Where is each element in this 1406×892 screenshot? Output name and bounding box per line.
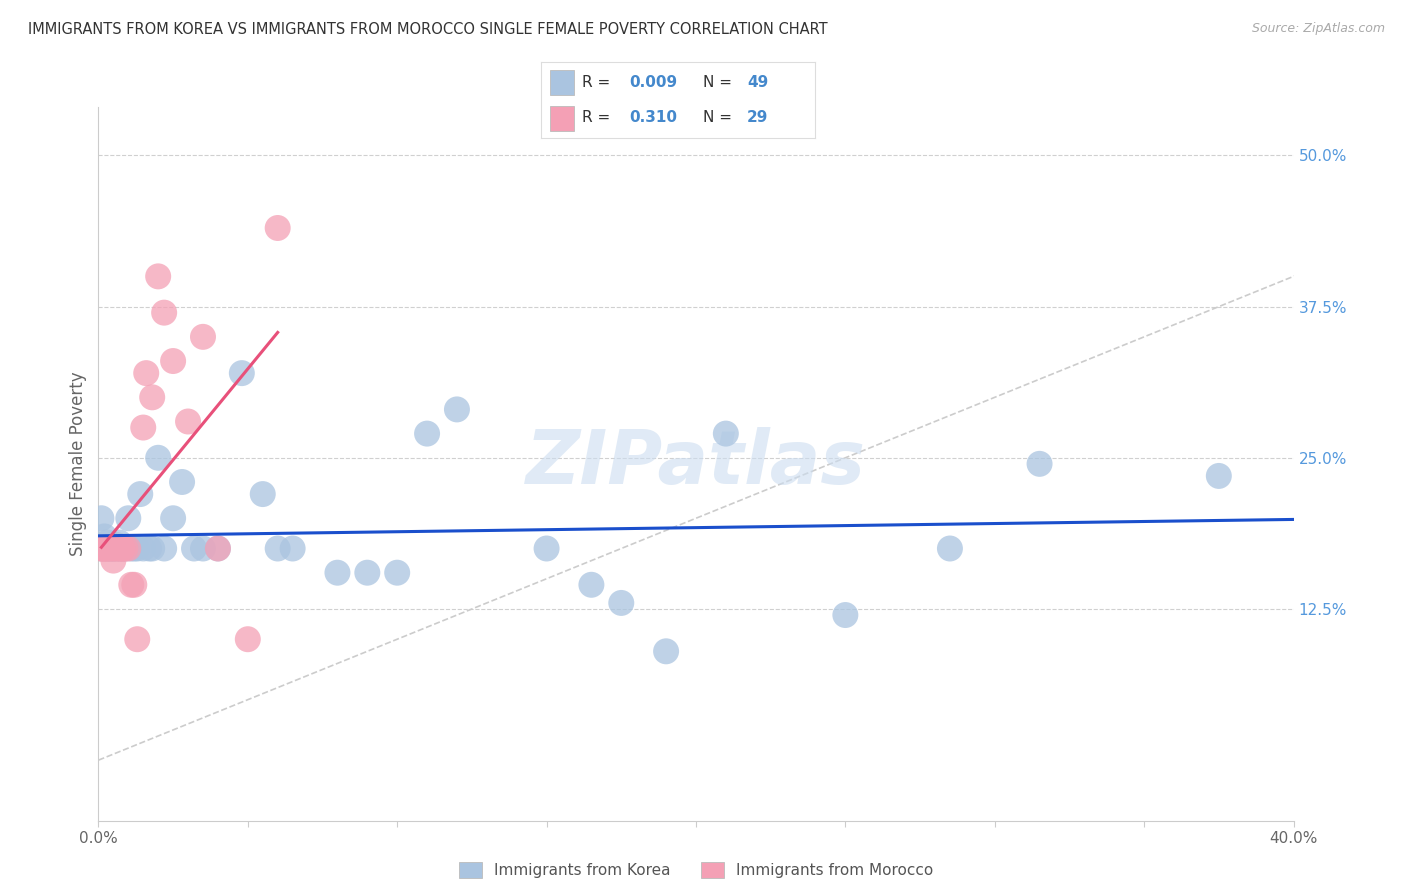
Point — [132, 541, 155, 556]
Text: IMMIGRANTS FROM KOREA VS IMMIGRANTS FROM MOROCCO SINGLE FEMALE POVERTY CORRELATI: IMMIGRANTS FROM KOREA VS IMMIGRANTS FROM… — [28, 22, 828, 37]
Point — [183, 541, 205, 556]
Point — [105, 538, 128, 552]
Point — [172, 475, 194, 489]
Legend: Immigrants from Korea, Immigrants from Morocco: Immigrants from Korea, Immigrants from M… — [453, 856, 939, 884]
Text: 0.310: 0.310 — [628, 111, 678, 125]
Point — [191, 541, 214, 556]
Point — [111, 541, 134, 556]
Point — [231, 366, 253, 380]
Point — [834, 607, 856, 622]
Text: R =: R = — [582, 111, 610, 125]
Point — [581, 578, 603, 592]
Point — [111, 541, 134, 556]
Point — [446, 402, 468, 417]
Point — [177, 415, 200, 429]
Point — [236, 632, 259, 647]
Point — [93, 541, 115, 556]
Text: R =: R = — [582, 75, 610, 90]
Point — [655, 644, 678, 658]
Point — [252, 487, 274, 501]
Point — [207, 541, 229, 556]
Point — [96, 535, 118, 549]
Point — [138, 541, 160, 556]
Point — [416, 426, 439, 441]
Point — [120, 541, 142, 556]
Point — [148, 269, 170, 284]
Point — [93, 529, 115, 543]
Point — [326, 566, 349, 580]
Point — [114, 541, 136, 556]
Point — [153, 541, 176, 556]
Point — [90, 541, 112, 556]
Point — [610, 596, 633, 610]
Text: Source: ZipAtlas.com: Source: ZipAtlas.com — [1251, 22, 1385, 36]
Point — [108, 541, 131, 556]
Point — [108, 541, 131, 556]
Point — [1028, 457, 1050, 471]
Point — [103, 541, 125, 556]
Point — [132, 420, 155, 434]
Point — [141, 390, 163, 404]
Point — [90, 541, 112, 556]
Point — [129, 487, 152, 501]
Point — [356, 566, 378, 580]
Point — [153, 306, 176, 320]
Point — [93, 541, 115, 556]
Point — [93, 541, 115, 556]
Y-axis label: Single Female Poverty: Single Female Poverty — [69, 372, 87, 556]
Point — [385, 566, 409, 580]
Point — [96, 541, 118, 556]
Point — [105, 541, 128, 556]
Point — [162, 511, 184, 525]
Point — [191, 330, 214, 344]
Bar — [550, 70, 574, 95]
Point — [111, 541, 134, 556]
Point — [114, 541, 136, 556]
Point — [536, 541, 558, 556]
Text: 49: 49 — [747, 75, 768, 90]
Point — [103, 553, 125, 567]
Point — [100, 541, 122, 556]
Point — [207, 541, 229, 556]
Point — [96, 541, 118, 556]
Point — [100, 541, 122, 556]
Point — [124, 578, 146, 592]
Text: ZIPatlas: ZIPatlas — [526, 427, 866, 500]
Point — [90, 511, 112, 525]
Point — [108, 535, 131, 549]
Point — [100, 541, 122, 556]
Point — [127, 541, 149, 556]
Point — [939, 541, 962, 556]
Text: 29: 29 — [747, 111, 768, 125]
Point — [117, 541, 139, 556]
Text: 0.009: 0.009 — [628, 75, 678, 90]
Point — [105, 541, 128, 556]
Bar — [550, 105, 574, 130]
Point — [90, 541, 112, 556]
Point — [96, 541, 118, 556]
Point — [120, 578, 142, 592]
Point — [117, 511, 139, 525]
Point — [141, 541, 163, 556]
Point — [103, 541, 125, 556]
Point — [135, 366, 157, 380]
Point — [267, 541, 290, 556]
Point — [162, 354, 184, 368]
Point — [127, 632, 149, 647]
Point — [267, 221, 290, 235]
Point — [103, 541, 125, 556]
Point — [281, 541, 304, 556]
Point — [124, 541, 146, 556]
Point — [1208, 469, 1230, 483]
Point — [148, 450, 170, 465]
Text: N =: N = — [703, 75, 733, 90]
Point — [714, 426, 737, 441]
Text: N =: N = — [703, 111, 733, 125]
